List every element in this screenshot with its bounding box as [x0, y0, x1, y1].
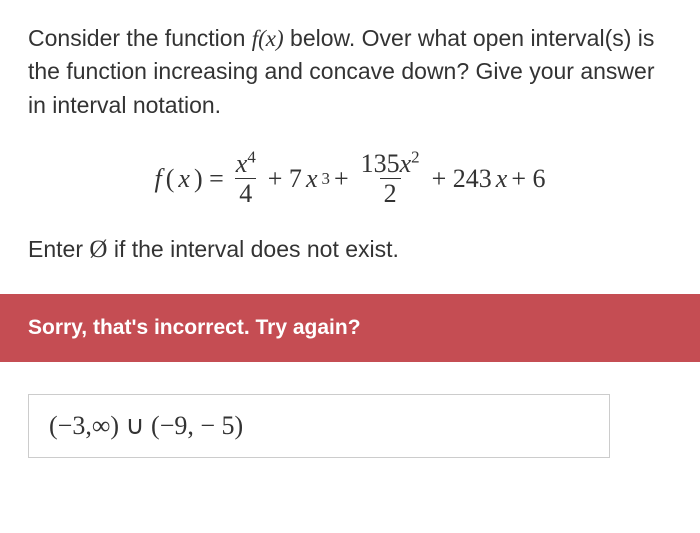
formula-t4-var: x: [496, 164, 508, 194]
answer-value: (−3,∞) ∪ (−9, − 5): [49, 411, 243, 441]
formula-frac1-den: 4: [235, 178, 256, 207]
formula-frac2-num-var: x: [400, 149, 412, 178]
formula-t4-tail: + 6: [511, 164, 545, 194]
hint-post: if the interval does not exist.: [107, 236, 399, 262]
formula-frac2: 135x2 2: [357, 150, 424, 208]
question-line1-post: below. Over what open: [284, 25, 524, 51]
empty-set-symbol: Ø: [89, 236, 107, 263]
formula-display: f(x) = x4 4 + 7x3 + 135x2 2 + 243x + 6: [28, 150, 672, 208]
question-line1-pre: Consider the function: [28, 25, 252, 51]
formula-plus3: + 243: [432, 164, 492, 194]
formula-frac1: x4 4: [232, 150, 260, 208]
question-fn-symbol: f(x): [252, 26, 284, 51]
formula-frac2-den: 2: [380, 178, 401, 207]
formula-frac2-num-coef: 135: [361, 149, 400, 178]
formula-frac1-num-var: x: [236, 149, 248, 178]
formula-plus2: +: [334, 164, 349, 194]
formula-plus1: + 7: [268, 164, 302, 194]
hint-pre: Enter: [28, 236, 89, 262]
formula-lhs-x: x: [178, 164, 190, 194]
formula-lhs-open: (: [166, 164, 175, 194]
formula-lhs-f: f: [154, 164, 161, 194]
answer-input[interactable]: (−3,∞) ∪ (−9, − 5): [28, 394, 610, 458]
hint-text: Enter Ø if the interval does not exist.: [28, 232, 672, 268]
formula-t2-var: x: [306, 164, 318, 194]
formula-lhs-close: ) =: [194, 164, 224, 194]
error-banner: Sorry, that's incorrect. Try again?: [0, 294, 700, 362]
error-message: Sorry, that's incorrect. Try again?: [28, 316, 361, 339]
formula-frac1-num-exp: 4: [247, 147, 255, 166]
question-text: Consider the function f(x) below. Over w…: [28, 22, 672, 122]
formula-frac2-num-exp: 2: [411, 147, 419, 166]
